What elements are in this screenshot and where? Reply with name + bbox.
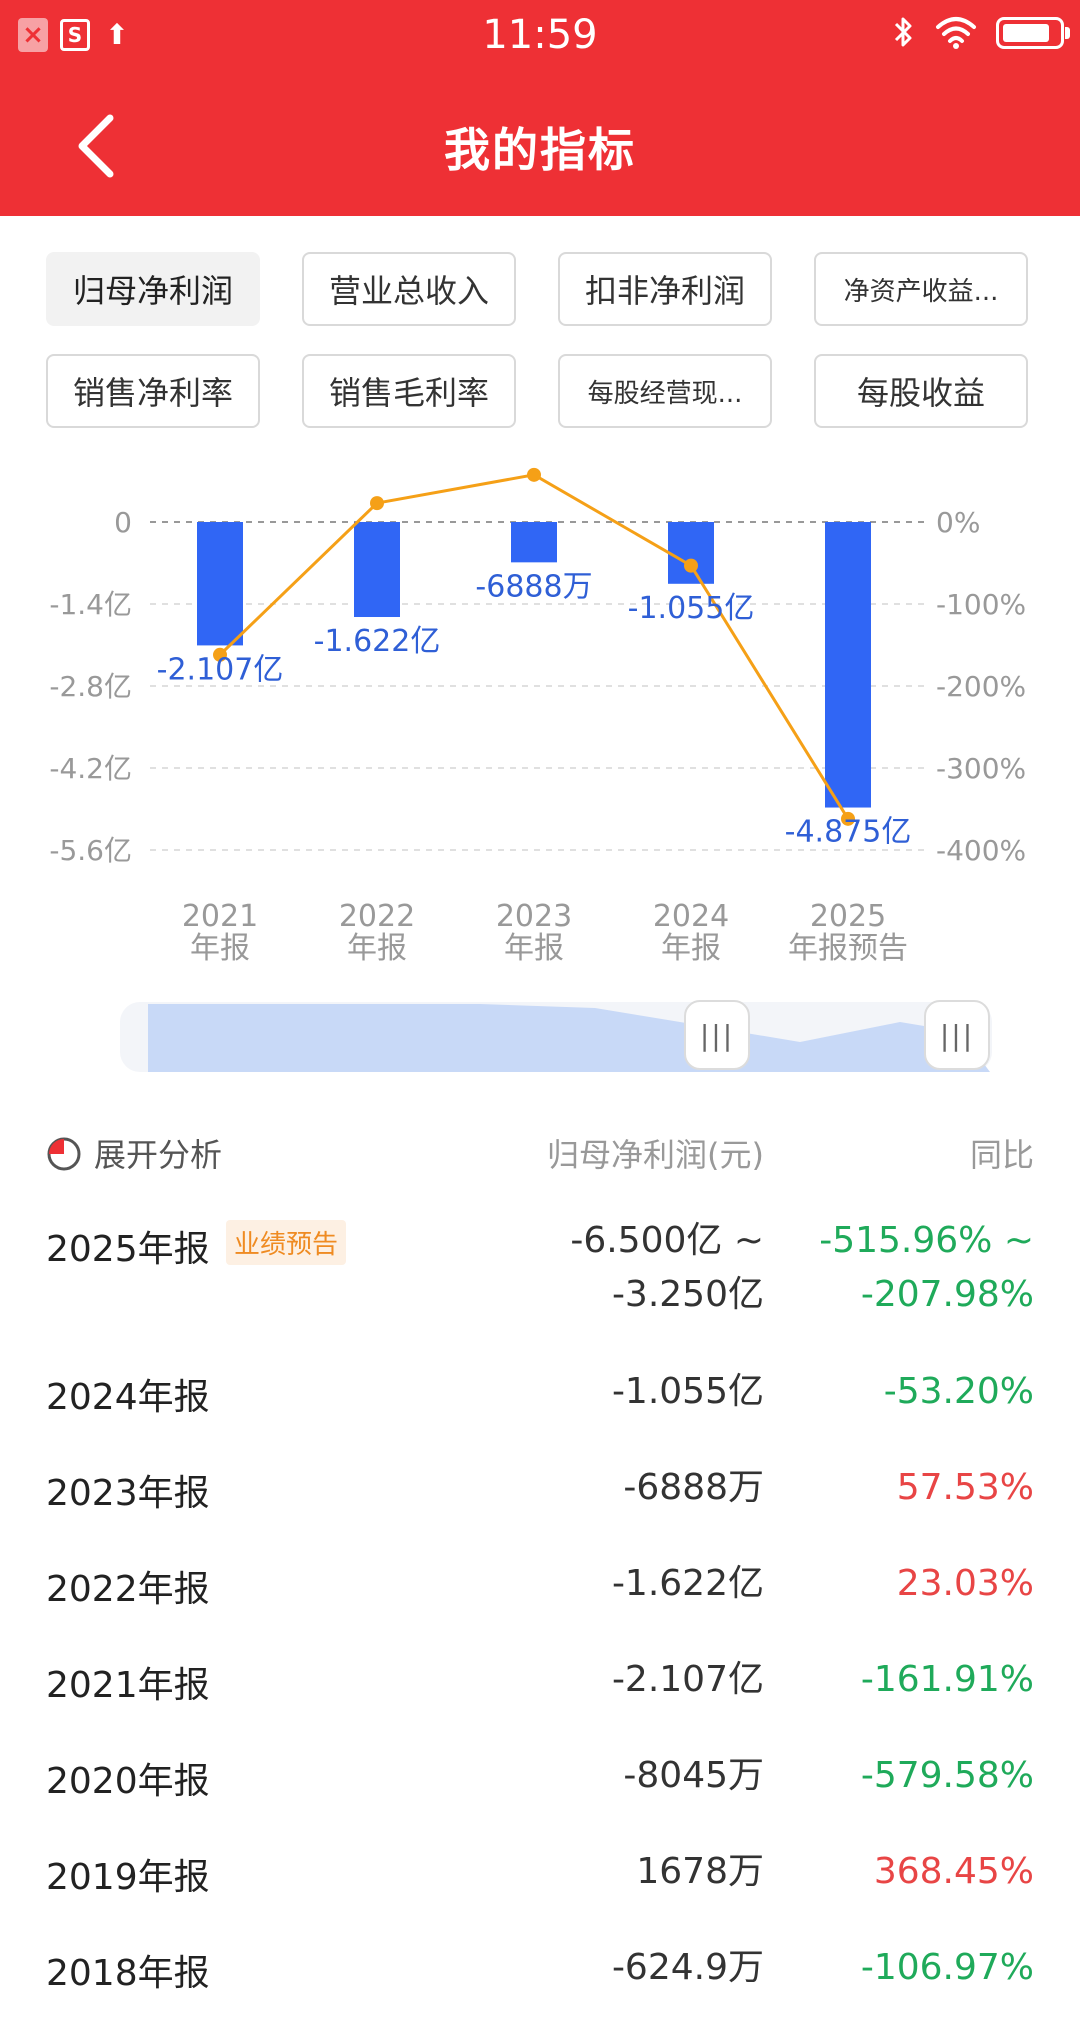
row-yoy-line: -207.98%: [860, 1274, 1034, 1315]
left-axis-tick-label: -4.2亿: [49, 752, 132, 785]
row-yoy: -106.97%: [860, 1947, 1034, 1988]
row-yoy: 368.45%: [873, 1851, 1034, 1892]
status-icons-left: × S ⬆: [18, 18, 132, 52]
row-yoy: -515.96% ~ -207.98%: [819, 1214, 1034, 1322]
row-value: -624.9万: [611, 1947, 764, 1988]
right-axis-tick-label: -400%: [936, 834, 1026, 867]
yoy-point: [527, 467, 541, 482]
category-label: 2021: [182, 899, 258, 934]
category-label: 2023: [496, 899, 572, 934]
table-row[interactable]: 2025年报 业绩预告 -6.500亿 ~ -3.250亿 -515.96% ~…: [46, 1220, 1034, 1330]
s-app-icon: S: [60, 19, 90, 51]
bar: [825, 522, 871, 808]
row-value-line: -3.250亿: [611, 1274, 764, 1315]
row-period: 2021年报: [46, 1665, 210, 1706]
tab-roe[interactable]: 净资产收益...: [814, 252, 1028, 326]
left-axis-tick-label: -5.6亿: [49, 834, 132, 867]
row-yoy: 23.03%: [896, 1563, 1034, 1604]
row-yoy-line: -515.96% ~: [819, 1220, 1034, 1261]
right-axis-tick-label: -100%: [936, 588, 1026, 621]
net-profit-chart[interactable]: 0 0% -1.4亿 -100% -2.8亿 -200% -4.2亿 -300% -5.6亿 -4…: [0, 440, 1080, 980]
row-value: -2.107亿: [611, 1659, 764, 1700]
app-notification-icon: ×: [18, 18, 48, 52]
row-period: 2022年报: [46, 1569, 210, 1610]
row-period: 2024年报: [46, 1377, 210, 1418]
left-axis-tick-label: 0: [114, 506, 132, 539]
bar-data-label: -6888万: [475, 569, 592, 604]
yoy-point: [370, 496, 384, 511]
row-value-line: -6.500亿 ~: [570, 1220, 764, 1261]
row-yoy: -53.20%: [883, 1371, 1034, 1412]
left-axis-tick-label: -2.8亿: [49, 670, 132, 703]
range-slider[interactable]: ||| |||: [120, 1000, 992, 1072]
row-value: -8045万: [623, 1755, 764, 1796]
wifi-icon: [936, 17, 976, 49]
row-value: -1.055亿: [611, 1371, 764, 1412]
range-handle-left[interactable]: |||: [684, 1000, 750, 1070]
category-label: 2025: [810, 899, 886, 934]
tab-eps[interactable]: 每股收益: [814, 354, 1028, 428]
row-yoy: -161.91%: [860, 1659, 1034, 1700]
battery-icon: [996, 17, 1070, 49]
expand-analysis-link[interactable]: 展开分析: [94, 1136, 223, 1174]
category-label: 年报: [661, 931, 721, 966]
row-period: 2020年报: [46, 1761, 210, 1802]
column-header-net-profit: 归母净利润(元): [547, 1136, 764, 1174]
bar: [511, 522, 557, 563]
yoy-point: [684, 558, 698, 573]
nav-bar: 我的指标: [0, 72, 1080, 216]
row-value: -6.500亿 ~ -3.250亿: [570, 1214, 764, 1322]
tab-net-margin[interactable]: 销售净利率: [46, 354, 260, 428]
category-label: 年报: [347, 931, 407, 966]
row-period: 2025年报: [46, 1229, 210, 1270]
bar-data-label: -1.622亿: [314, 624, 441, 659]
page-title: 我的指标: [444, 123, 636, 177]
bar-data-label: -1.055亿: [628, 591, 755, 626]
right-axis-tick-label: 0%: [936, 506, 980, 539]
tab-parent-net-profit[interactable]: 归母净利润: [46, 252, 260, 326]
upload-icon: ⬆: [105, 18, 129, 51]
row-period: 2023年报: [46, 1473, 210, 1514]
forecast-badge: 业绩预告: [226, 1220, 347, 1265]
right-axis-tick-label: -300%: [936, 752, 1026, 785]
row-period: 2018年报: [46, 1953, 210, 1994]
clock: 11:59: [482, 12, 598, 58]
bar-data-label: -4.875亿: [785, 815, 912, 850]
tab-operating-cash-per-share[interactable]: 每股经营现...: [558, 354, 772, 428]
category-label: 2024: [653, 899, 729, 934]
range-preview: [148, 1004, 990, 1072]
tab-total-revenue[interactable]: 营业总收入: [302, 252, 516, 326]
left-axis-tick-label: -1.4亿: [49, 588, 132, 621]
status-icons-right: [892, 14, 1070, 50]
yoy-point: [213, 647, 227, 662]
bar: [197, 522, 243, 646]
row-value: 1678万: [636, 1851, 764, 1892]
row-yoy: 57.53%: [896, 1467, 1034, 1508]
category-label: 年报预告: [788, 931, 908, 966]
column-header-yoy: 同比: [969, 1136, 1034, 1174]
row-value: -1.622亿: [611, 1563, 764, 1604]
right-axis-tick-label: -200%: [936, 670, 1026, 703]
back-icon[interactable]: [60, 100, 140, 190]
range-handle-right[interactable]: |||: [924, 1000, 990, 1070]
tab-gross-margin[interactable]: 销售毛利率: [302, 354, 516, 428]
bar-data-label: -2.107亿: [157, 652, 284, 687]
bluetooth-icon: [894, 17, 912, 47]
bar: [354, 522, 400, 618]
pie-analysis-icon[interactable]: [46, 1136, 82, 1172]
category-label: 年报: [190, 931, 250, 966]
row-yoy: -579.58%: [860, 1755, 1034, 1796]
row-value: -6888万: [623, 1467, 764, 1508]
bar: [668, 522, 714, 584]
yoy-point: [841, 811, 855, 826]
row-period: 2019年报: [46, 1857, 210, 1898]
table-header: 展开分析 归母净利润(元) 同比: [46, 1128, 1034, 1178]
tab-deducted-net-profit[interactable]: 扣非净利润: [558, 252, 772, 326]
category-label: 年报: [504, 931, 564, 966]
status-bar: × S ⬆ 11:59: [0, 0, 1080, 72]
category-label: 2022: [339, 899, 415, 934]
